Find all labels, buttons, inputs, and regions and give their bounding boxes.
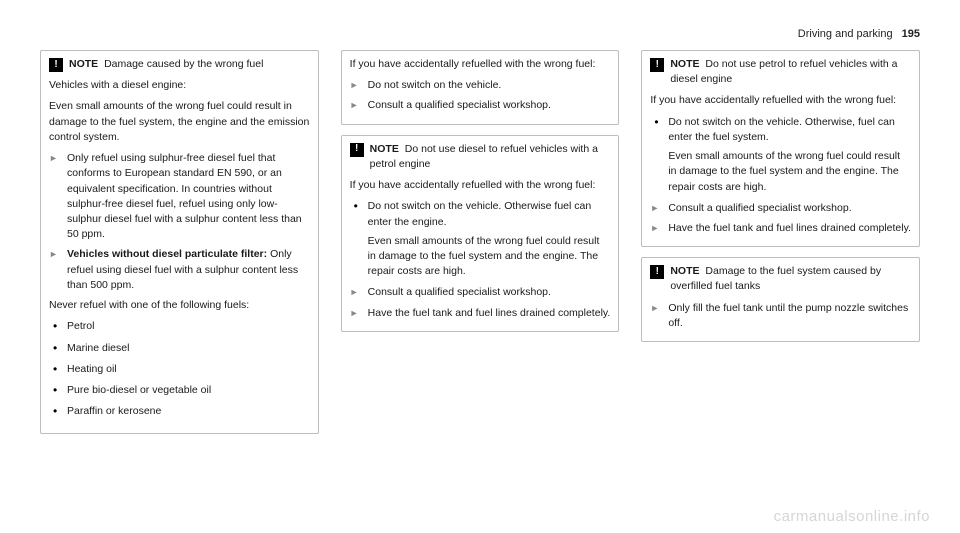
note-label: NOTE: [670, 58, 699, 70]
note-body: If you have accidentally refuelled with …: [642, 91, 919, 246]
page-header: Driving and parking 195: [40, 28, 920, 40]
arrow-text: Consult a qualified specialist workshop.: [668, 201, 911, 216]
list-item: Heating oil: [49, 362, 310, 377]
arrow-item: ► Only fill the fuel tank until the pump…: [650, 301, 911, 331]
list-item: Paraffin or kerosene: [49, 404, 310, 419]
arrow-icon: ►: [350, 306, 362, 321]
alert-icon: !: [650, 265, 664, 279]
note-box-cont: If you have accidentally refuelled with …: [341, 50, 620, 125]
arrow-item: ► Only refuel using sulphur-free diesel …: [49, 151, 310, 242]
note-title: Do not use diesel to refuel vehicles wit…: [370, 143, 598, 170]
arrow-text: Vehicles without diesel particulate filt…: [67, 247, 310, 293]
list-item: Petrol: [49, 319, 310, 334]
bold-label: Vehicles without diesel particulate filt…: [67, 248, 267, 260]
section-label: Driving and parking: [798, 28, 893, 40]
note-title: Damage to the fuel system caused by over…: [670, 265, 881, 292]
para: Vehicles with a diesel engine:: [49, 78, 310, 93]
columns: ! NOTE Damage caused by the wrong fuel V…: [40, 50, 920, 444]
arrow-text: Consult a qualified specialist workshop.: [368, 285, 611, 300]
column-2: If you have accidentally refuelled with …: [341, 50, 620, 444]
bullet-list: Do not switch on the vehicle. Otherwise …: [350, 199, 611, 279]
arrow-text: Have the fuel tank and fuel lines draine…: [368, 306, 611, 321]
arrow-icon: ►: [350, 98, 362, 113]
list-item: Do not switch on the vehicle. Otherwise …: [350, 199, 611, 279]
arrow-item: ► Have the fuel tank and fuel lines drai…: [650, 221, 911, 236]
note-label: NOTE: [370, 143, 399, 155]
note-box-diesel-in-petrol: ! NOTE Do not use diesel to refuel vehic…: [341, 135, 620, 332]
column-1: ! NOTE Damage caused by the wrong fuel V…: [40, 50, 319, 444]
note-head: ! NOTE Do not use petrol to refuel vehic…: [642, 51, 919, 91]
para: If you have accidentally refuelled with …: [650, 93, 911, 108]
arrow-item: ► Consult a qualified specialist worksho…: [350, 98, 611, 113]
para: Even small amounts of the wrong fuel cou…: [368, 234, 611, 280]
note-box-wrong-fuel: ! NOTE Damage caused by the wrong fuel V…: [40, 50, 319, 434]
para: If you have accidentally refuelled with …: [350, 57, 611, 72]
note-label: NOTE: [69, 58, 98, 70]
note-head: ! NOTE Do not use diesel to refuel vehic…: [342, 136, 619, 176]
arrow-text: Consult a qualified specialist workshop.: [368, 98, 611, 113]
note-title: Damage caused by the wrong fuel: [101, 58, 263, 70]
note-label: NOTE: [670, 265, 699, 277]
para: Even small amounts of the wrong fuel cou…: [668, 149, 911, 195]
alert-icon: !: [650, 58, 664, 72]
arrow-item: ► Have the fuel tank and fuel lines drai…: [350, 306, 611, 321]
list-item: Marine diesel: [49, 341, 310, 356]
note-box-overfilled: ! NOTE Damage to the fuel system caused …: [641, 257, 920, 342]
page-number: 195: [902, 28, 920, 40]
page-container: Driving and parking 195 ! NOTE Damage ca…: [0, 0, 960, 533]
arrow-item: ► Do not switch on the vehicle.: [350, 78, 611, 93]
arrow-text: Have the fuel tank and fuel lines draine…: [668, 221, 911, 236]
arrow-text: Only refuel using sulphur-free diesel fu…: [67, 151, 310, 242]
arrow-icon: ►: [650, 201, 662, 216]
arrow-icon: ►: [650, 301, 662, 331]
arrow-icon: ►: [49, 247, 61, 293]
para: Even small amounts of the wrong fuel cou…: [49, 99, 310, 145]
arrow-icon: ►: [650, 221, 662, 236]
note-body: If you have accidentally refuelled with …: [342, 176, 619, 331]
arrow-icon: ►: [350, 285, 362, 300]
note-title-wrap: NOTE Damage caused by the wrong fuel: [69, 57, 310, 72]
bullet-list: Petrol Marine diesel Heating oil Pure bi…: [49, 319, 310, 419]
arrow-text: Do not switch on the vehicle.: [368, 78, 611, 93]
note-body: Vehicles with a diesel engine: Even smal…: [41, 76, 318, 433]
arrow-item: ► Vehicles without diesel particulate fi…: [49, 247, 310, 293]
note-title-wrap: NOTE Damage to the fuel system caused by…: [670, 264, 911, 294]
arrow-icon: ►: [49, 151, 61, 242]
arrow-text: Only fill the fuel tank until the pump n…: [668, 301, 911, 331]
arrow-item: ► Consult a qualified specialist worksho…: [350, 285, 611, 300]
alert-icon: !: [350, 143, 364, 157]
arrow-item: ► Consult a qualified specialist worksho…: [650, 201, 911, 216]
note-title: Do not use petrol to refuel vehicles wit…: [670, 58, 897, 85]
list-item: Pure bio-diesel or vegetable oil: [49, 383, 310, 398]
arrow-icon: ►: [350, 78, 362, 93]
note-title-wrap: NOTE Do not use petrol to refuel vehicle…: [670, 57, 911, 87]
watermark: carmanualsonline.info: [774, 508, 930, 525]
note-head: ! NOTE Damage to the fuel system caused …: [642, 258, 919, 298]
bullet-list: Do not switch on the vehicle. Otherwise,…: [650, 115, 911, 195]
note-head: ! NOTE Damage caused by the wrong fuel: [41, 51, 318, 76]
text: Do not switch on the vehicle. Otherwise,…: [668, 116, 894, 143]
note-box-petrol-in-diesel: ! NOTE Do not use petrol to refuel vehic…: [641, 50, 920, 247]
text: Do not switch on the vehicle. Otherwise …: [368, 200, 592, 227]
para: If you have accidentally refuelled with …: [350, 178, 611, 193]
alert-icon: !: [49, 58, 63, 72]
note-body: ► Only fill the fuel tank until the pump…: [642, 299, 919, 341]
note-body: If you have accidentally refuelled with …: [342, 51, 619, 124]
note-title-wrap: NOTE Do not use diesel to refuel vehicle…: [370, 142, 611, 172]
list-item: Do not switch on the vehicle. Otherwise,…: [650, 115, 911, 195]
para: Never refuel with one of the following f…: [49, 298, 310, 313]
column-3: ! NOTE Do not use petrol to refuel vehic…: [641, 50, 920, 444]
